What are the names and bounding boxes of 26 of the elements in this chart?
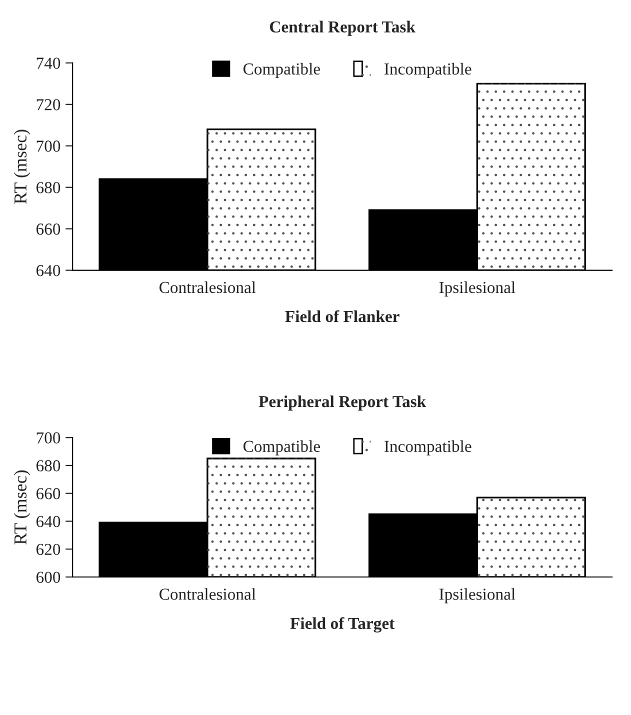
y-tick-label: 700 <box>36 432 60 444</box>
y-tick-label: 700 <box>36 140 60 152</box>
y-tick-label: 720 <box>36 99 60 110</box>
y-tick-label: 660 <box>36 488 60 500</box>
y-tick-label: 620 <box>36 544 60 556</box>
y-tick-label: 660 <box>36 224 60 235</box>
legend-label: Incompatible <box>384 62 472 78</box>
y-tick-label: 640 <box>36 516 60 528</box>
chart-title: Peripheral Report Task <box>258 395 426 411</box>
y-axis-title: RT (msec) <box>14 470 30 544</box>
y-tick-label: 680 <box>36 460 60 472</box>
x-axis-title: Field of Flanker <box>285 310 400 322</box>
legend-label: Compatible <box>243 440 320 456</box>
y-axis-title: RT (msec) <box>14 130 30 204</box>
x-tick-label: Contralesional <box>160 588 256 600</box>
x-tick-label: Contralesional <box>160 281 256 294</box>
x-tick-label: Ipsilesional <box>439 281 516 296</box>
chart-title: Central Report Task <box>270 20 416 36</box>
x-tick-label: Ipsilesional <box>439 588 516 604</box>
x-axis-title: Field of Target <box>290 617 395 633</box>
y-tick-label: 680 <box>36 182 60 194</box>
legend-label: Incompatible <box>384 440 472 456</box>
y-tick-label: 740 <box>36 58 60 69</box>
y-tick-label: 600 <box>36 572 60 583</box>
legend-label: Compatible <box>243 62 320 78</box>
y-tick-label: 640 <box>36 264 60 276</box>
